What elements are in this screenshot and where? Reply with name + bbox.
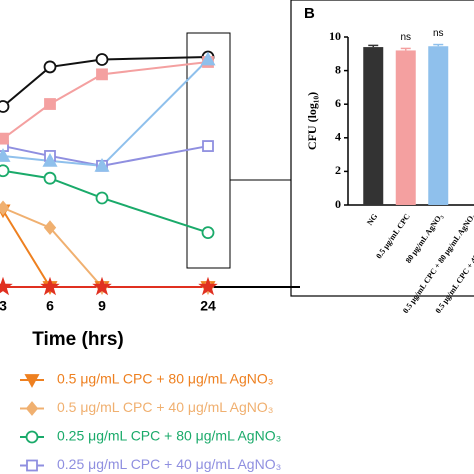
data-point: [96, 68, 108, 81]
bar: [395, 50, 416, 205]
data-point: [95, 191, 109, 205]
data-point: [201, 226, 215, 240]
data-point: [44, 98, 56, 110]
y-tick-label: 8: [335, 62, 341, 76]
data-point: [94, 157, 110, 172]
data-point: [43, 60, 57, 74]
data-point: [43, 220, 57, 236]
legend-marker: [26, 459, 38, 472]
data-point: [0, 276, 13, 296]
legend-label: 0.25 μg/mL CPC + 80 μg/mL AgNO₃: [57, 428, 281, 444]
data-point: [0, 148, 11, 162]
data-point: [200, 51, 216, 66]
data-point: [0, 100, 10, 113]
legend-label: 0.25 μg/mL CPC + 40 μg/mL AgNO₃: [57, 456, 281, 472]
data-point: [0, 164, 10, 178]
bar: [428, 46, 449, 205]
series-line: [2, 60, 209, 140]
series-line: [2, 145, 209, 167]
y-tick-label: 2: [335, 163, 341, 177]
y-tick-label: 0: [335, 197, 341, 211]
series-line: [2, 58, 209, 167]
legend-marker: [25, 401, 39, 416]
data-point: [40, 276, 60, 296]
y-axis-label: CFU (log₁₀): [305, 92, 319, 150]
series-line: [2, 56, 209, 108]
data-point: [0, 132, 9, 145]
data-point: [198, 276, 218, 296]
bar: [363, 47, 384, 205]
x-tick-label: 9: [98, 298, 106, 314]
y-tick-label: 4: [335, 130, 341, 144]
data-point: [43, 171, 57, 185]
data-point: [202, 140, 214, 152]
series-line: [2, 169, 209, 234]
data-point: [42, 153, 58, 167]
legend-label: 0.5 μg/mL CPC + 80 μg/mL AgNO₃: [57, 371, 274, 387]
y-tick-label: 6: [335, 96, 341, 110]
y-tick-label: 10: [329, 29, 341, 43]
annotation: ns: [433, 28, 444, 39]
annotation: ns: [400, 32, 411, 43]
x-axis-label: Time (hrs): [32, 329, 124, 350]
legend-label: 0.5 μg/mL CPC + 40 μg/mL AgNO₃: [57, 399, 274, 415]
panel-label: B: [304, 5, 315, 22]
data-point: [92, 276, 112, 296]
data-point: [0, 200, 10, 216]
legend-marker: [24, 374, 40, 388]
x-tick-label: 6: [46, 298, 54, 314]
data-point: [95, 53, 109, 66]
x-tick-label: 24: [200, 298, 216, 314]
legend-marker: [25, 430, 39, 444]
x-tick-label: 3: [0, 298, 7, 314]
